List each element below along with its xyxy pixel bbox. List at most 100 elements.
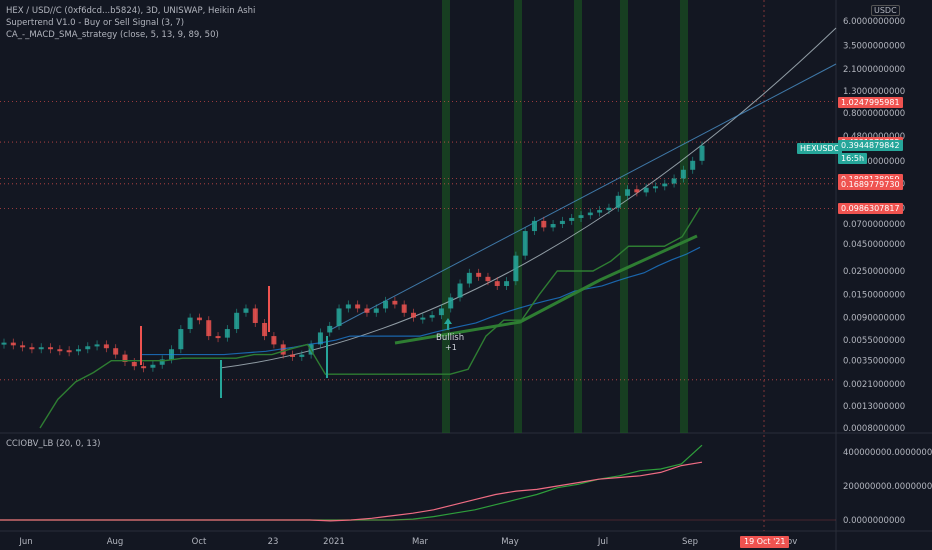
candle-body bbox=[327, 325, 333, 333]
x-tick-label: Aug bbox=[107, 537, 124, 547]
candle-body bbox=[634, 189, 640, 193]
y-tick-label: 0.2800000000 bbox=[843, 157, 905, 167]
x-tick-label: May bbox=[501, 537, 519, 547]
price-tag: 0.1689779730 bbox=[838, 178, 903, 190]
y-tick-label: 0.0021000000 bbox=[843, 380, 905, 390]
candle-body bbox=[587, 212, 593, 216]
candle-body bbox=[224, 329, 230, 338]
channel-upper-line bbox=[329, 63, 837, 331]
candle-body bbox=[131, 361, 137, 367]
signal-band bbox=[442, 0, 450, 433]
y-tick-label: 0.0700000000 bbox=[843, 220, 905, 230]
candle-body bbox=[355, 304, 361, 309]
signal-label: Bullish bbox=[436, 333, 465, 343]
candle-body bbox=[652, 186, 658, 189]
x-tick-label: Mar bbox=[412, 537, 429, 547]
y-tick-label: 1.3000000000 bbox=[843, 87, 905, 97]
x-tick-label: Jun bbox=[18, 537, 32, 547]
price-tag: HEXUSDC bbox=[797, 143, 843, 154]
y-tick-label: 0.0150000000 bbox=[843, 290, 905, 300]
candle-body bbox=[243, 308, 249, 313]
bullish-arrow bbox=[444, 318, 452, 330]
candle-body bbox=[66, 350, 72, 353]
signal-band bbox=[680, 0, 688, 433]
x-tick-label: 23 bbox=[268, 537, 279, 547]
candle-body bbox=[504, 281, 510, 286]
symbol-line[interactable]: HEX / USD//C (0xf6dcd...b5824), 3D, UNIS… bbox=[6, 6, 256, 16]
candle-body bbox=[671, 178, 677, 184]
candle-body bbox=[178, 329, 184, 350]
candle-body bbox=[383, 300, 389, 309]
candle-body bbox=[410, 312, 416, 318]
candle-body bbox=[196, 317, 202, 321]
sub-y-tick-label: 200000000.0000000000 bbox=[843, 482, 932, 492]
candle-body bbox=[531, 220, 537, 232]
candle-body bbox=[429, 315, 435, 318]
candle-body bbox=[485, 276, 491, 282]
indicator-cciobv[interactable]: CCIOBV_LB (20, 0, 13) bbox=[6, 439, 101, 449]
candle-body bbox=[643, 187, 649, 193]
x-tick-label: 2021 bbox=[323, 537, 345, 547]
main-legend: HEX / USD//C (0xf6dcd...b5824), 3D, UNIS… bbox=[6, 5, 255, 41]
candle-body bbox=[364, 308, 370, 313]
candle-body bbox=[550, 224, 556, 228]
y-tick-label: 0.8000000000 bbox=[843, 109, 905, 119]
sub-legend: CCIOBV_LB (20, 0, 13) bbox=[6, 438, 100, 450]
candle-body bbox=[476, 272, 482, 277]
candle-body bbox=[466, 272, 472, 284]
candle-body bbox=[206, 320, 212, 337]
y-tick-label: 0.0450000000 bbox=[843, 240, 905, 250]
y-tick-label: 3.5000000000 bbox=[843, 42, 905, 52]
candle-body bbox=[20, 345, 26, 348]
candle-body bbox=[29, 347, 35, 350]
candle-body bbox=[699, 145, 705, 161]
candle-body bbox=[401, 304, 407, 313]
price-tag: 1.0247995981 bbox=[838, 96, 903, 108]
sub-y-tick-label: 400000000.0000000000 bbox=[843, 448, 932, 458]
candle-body bbox=[541, 220, 547, 228]
thick-trendline bbox=[394, 234, 698, 345]
candle-body bbox=[662, 183, 668, 187]
candle-body bbox=[10, 342, 16, 346]
series-supertrend-line bbox=[39, 207, 701, 429]
candle-body bbox=[187, 317, 193, 330]
candle-body bbox=[690, 160, 696, 170]
candle-body bbox=[345, 304, 351, 309]
candle-body bbox=[159, 359, 165, 365]
y-tick-label: 6.0000000000 bbox=[843, 17, 905, 27]
y-tick-label: 0.0250000000 bbox=[843, 267, 905, 277]
y-tick-label: 0.0013000000 bbox=[843, 402, 905, 412]
candle-body bbox=[680, 169, 686, 179]
candle-body bbox=[262, 322, 268, 337]
currency-badge[interactable]: USDC bbox=[871, 5, 900, 16]
candle-body bbox=[94, 344, 100, 347]
candle-body bbox=[234, 312, 240, 330]
candle-body bbox=[522, 231, 528, 256]
candle-body bbox=[336, 308, 342, 326]
indicator-macd[interactable]: CA_-_MACD_SMA_strategy (close, 5, 13, 9,… bbox=[6, 30, 219, 40]
candle-body bbox=[625, 189, 631, 196]
price-tag: 16:5h bbox=[838, 153, 868, 164]
time-axis-badge: 19 Oct '21 bbox=[740, 536, 790, 548]
candle-body bbox=[373, 308, 379, 313]
x-tick-label: Jul bbox=[597, 537, 608, 547]
candle-body bbox=[75, 349, 81, 352]
indicator-supertrend[interactable]: Supertrend V1.0 - Buy or Sell Signal (3,… bbox=[6, 18, 185, 28]
signal-band bbox=[514, 0, 522, 433]
candle-body bbox=[438, 308, 444, 316]
candle-body bbox=[252, 308, 258, 323]
candle-body bbox=[597, 210, 603, 213]
candle-body bbox=[615, 195, 621, 208]
candle-body bbox=[38, 347, 44, 350]
sub-y-tick-label: 0.0000000000 bbox=[843, 516, 905, 526]
parabolic-curve bbox=[219, 27, 837, 369]
candle-body bbox=[48, 347, 54, 350]
candle-body bbox=[103, 344, 109, 349]
candle-body bbox=[150, 364, 156, 368]
candle-body bbox=[215, 336, 221, 339]
candle-body bbox=[559, 220, 565, 225]
candle-body bbox=[113, 348, 119, 355]
